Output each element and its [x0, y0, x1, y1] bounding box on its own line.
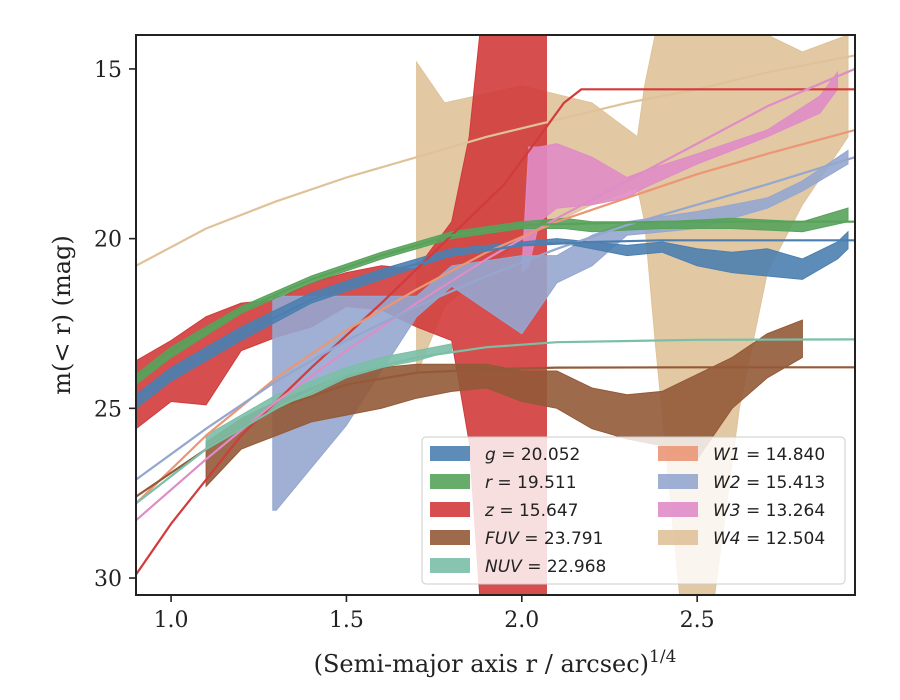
band-w3: [521, 70, 838, 274]
legend-swatch-nuv: [430, 558, 470, 573]
model-curve-nuv: [136, 338, 855, 505]
band-w2: [272, 149, 849, 511]
legend-entry-w4: W4 = 12.504: [658, 529, 825, 549]
x-tick-label: 1.0: [154, 608, 189, 633]
legend-swatch-w1: [658, 446, 698, 461]
model-curve-r: [136, 220, 855, 383]
y-tick-label: 25: [94, 397, 122, 422]
legend-label-w4: W4 = 12.504: [713, 529, 825, 549]
y-tick-label: 15: [94, 58, 122, 83]
legend-swatch-g: [430, 446, 470, 461]
legend-swatch-w2: [658, 474, 698, 489]
y-axis-label: m(< r) (mag): [48, 235, 76, 394]
legend-entry-g: g = 20.052: [430, 445, 580, 465]
legend-label-w3: W3 = 13.264: [713, 501, 825, 521]
legend-label-w1: W1 = 14.840: [713, 445, 825, 465]
plot-frame: [135, 34, 856, 596]
ticks-layer: 1.0 1.5 2.0 2.5 15 20 25 30: [94, 58, 715, 633]
legend-swatch-w3: [658, 502, 698, 517]
legend-label-g: g = 20.052: [485, 445, 580, 465]
model-curve-g: [136, 239, 855, 400]
legend-entry-nuv: NUV = 22.968: [430, 557, 606, 577]
legend-swatch-r: [430, 474, 470, 489]
legend-swatch-z: [430, 502, 470, 517]
legend-label-nuv: NUV = 22.968: [485, 557, 606, 577]
legend: g = 20.052 r = 19.511 z = 15.647 FUV = 23.7…: [421, 436, 846, 585]
legend-entry-r: r = 19.511: [430, 473, 577, 493]
legend-entry-w2: W2 = 15.413: [658, 473, 825, 493]
legend-entry-w1: W1 = 14.840: [658, 445, 825, 465]
legend-label-w2: W2 = 15.413: [713, 473, 825, 493]
x-tick-label: 2.5: [680, 608, 715, 633]
model-curve-w4: [136, 54, 855, 267]
legend-label-fuv: FUV = 23.791: [485, 529, 603, 549]
legend-label-r: r = 19.511: [485, 473, 577, 493]
models-layer: [136, 54, 855, 576]
legend-entry-fuv: FUV = 23.791: [430, 529, 603, 549]
model-curve-w2: [136, 156, 855, 481]
y-tick-label: 30: [94, 567, 122, 592]
legend-swatch-fuv: [430, 530, 470, 545]
legend-entry-z: z = 15.647: [430, 501, 578, 521]
legend-frame: [421, 436, 846, 585]
x-tick-label: 2.0: [504, 608, 539, 633]
x-axis-label: (Semi-major axis r / arcsec)1/4: [314, 647, 677, 678]
legend-swatch-w4: [658, 530, 698, 545]
y-tick-label: 20: [94, 228, 122, 253]
x-tick-label: 1.5: [329, 608, 364, 633]
x-axis-label-superscript: 1/4: [649, 647, 676, 667]
legend-label-z: z = 15.647: [484, 501, 578, 521]
band-fuv: [205, 319, 803, 488]
band-g: [136, 230, 849, 409]
legend-entry-w3: W3 = 13.264: [658, 501, 825, 521]
